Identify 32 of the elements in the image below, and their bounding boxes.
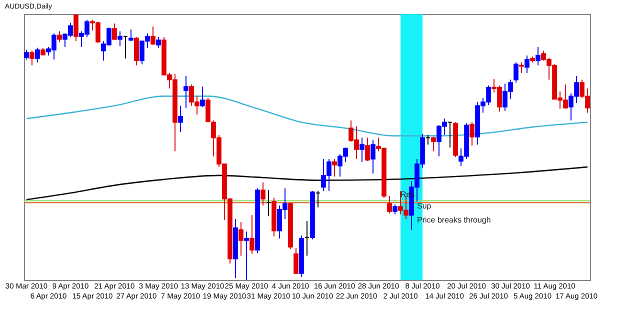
candlestick [184,75,188,108]
candlestick [57,30,62,42]
candlestick [332,158,337,178]
candlestick [387,195,392,214]
candlestick [200,86,205,108]
candlestick [392,204,398,215]
candlestick [519,62,524,74]
candlestick [294,248,298,274]
candlestick [238,222,244,256]
candlestick [112,23,117,41]
candlestick [134,36,139,66]
candlestick [360,137,364,162]
candlestick [24,49,29,60]
candlestick [536,46,540,66]
candlestick [118,30,122,46]
candlestick [260,182,266,206]
candlestick [35,47,40,63]
candlestick [74,14,78,42]
candlestick [250,214,254,254]
candlestick [150,26,156,46]
candlestick [128,28,134,42]
candlestick [206,98,210,123]
candlestick [178,105,183,133]
candlestick [244,231,249,280]
candlestick [470,122,474,146]
candlestick [514,62,518,84]
candlestick [524,54,530,74]
candlestick [370,139,376,174]
candlestick [156,36,161,48]
candlestick [30,50,34,66]
candlestick [365,137,370,162]
candlestick [431,136,436,152]
